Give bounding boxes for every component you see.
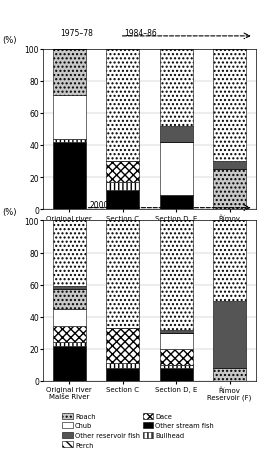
Bar — [53, 343, 86, 346]
Bar — [53, 221, 86, 287]
Y-axis label: (%): (%) — [2, 36, 16, 45]
Bar — [213, 50, 246, 161]
Bar — [159, 221, 193, 330]
Bar — [53, 287, 86, 290]
Bar — [159, 349, 193, 365]
Bar — [53, 96, 86, 139]
Bar — [106, 183, 139, 190]
Bar — [53, 139, 86, 143]
Bar — [106, 364, 139, 368]
Bar — [159, 50, 193, 126]
Bar — [159, 365, 193, 368]
Y-axis label: (%): (%) — [2, 207, 16, 216]
Bar — [106, 221, 139, 328]
Text: 2000–2002: 2000–2002 — [90, 201, 132, 210]
Bar — [106, 161, 139, 183]
Bar — [159, 330, 193, 333]
Bar — [213, 221, 246, 301]
Bar — [213, 301, 246, 368]
Bar — [53, 143, 86, 210]
Bar — [53, 327, 86, 343]
Bar — [213, 161, 246, 170]
Bar — [106, 328, 139, 364]
Bar — [106, 50, 139, 161]
Legend: Roach, Chub, Other reservoir fish, Perch, Dace, Other stream fish, Bullhead: Roach, Chub, Other reservoir fish, Perch… — [62, 413, 214, 448]
Bar — [159, 368, 193, 381]
Bar — [159, 126, 193, 143]
Bar — [159, 195, 193, 210]
Text: 1975–78: 1975–78 — [60, 29, 93, 38]
Bar — [106, 368, 139, 381]
Bar — [53, 290, 86, 309]
Bar — [213, 368, 246, 381]
Bar — [53, 50, 86, 96]
Bar — [159, 143, 193, 195]
Bar — [213, 170, 246, 210]
Bar — [53, 309, 86, 327]
Bar — [106, 190, 139, 210]
Bar — [53, 346, 86, 381]
Bar — [159, 333, 193, 349]
Text: 1984–86: 1984–86 — [124, 29, 157, 38]
